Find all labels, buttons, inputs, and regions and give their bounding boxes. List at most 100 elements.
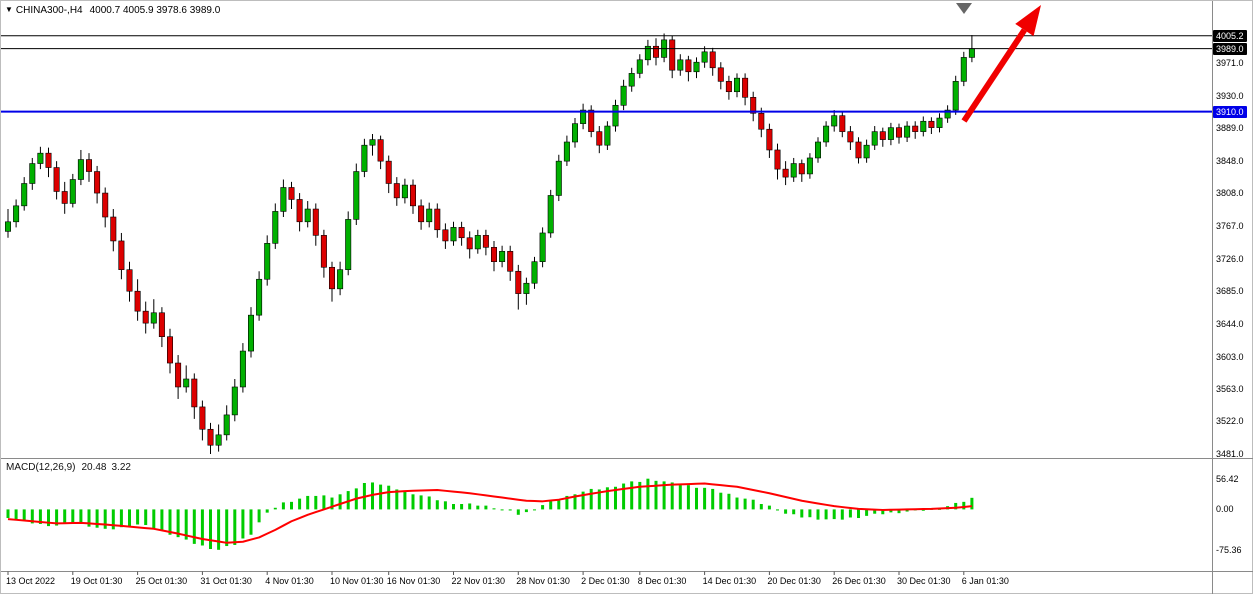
candle-body [685,59,692,73]
candle-body [628,73,635,87]
candle-body [580,109,587,124]
macd-histogram-bar [387,485,391,510]
macd-histogram-bar [233,509,237,545]
macd-histogram-bar [403,490,407,510]
candle-body [150,312,157,324]
macd-histogram-bar [379,484,383,510]
candle-body [782,168,789,178]
candle-body [636,59,643,74]
macd-histogram-bar [176,509,180,538]
macd-histogram-bar [200,509,204,546]
macd-histogram-bar [605,487,609,510]
candle-body [37,152,44,164]
candle-body [248,314,255,352]
candle-body [499,251,506,262]
candle-body [167,336,174,364]
candle-body [693,61,700,73]
trend-arrow-shaft[interactable] [961,28,1027,123]
macd-histogram-bar [79,509,83,524]
top-marker-triangle[interactable] [956,3,972,14]
macd-histogram-bar [192,509,196,544]
macd-histogram-bar [452,504,455,510]
macd-histogram-bar [573,494,577,510]
macd-histogram-bar [306,495,310,510]
macd-histogram-bar [703,487,707,510]
time-axis-label: 19 Oct 01:30 [70,576,123,586]
macd-histogram-bar [22,509,26,521]
macd-histogram-bar [55,509,59,526]
symbol-period-label: CHINA300-,H4 [15,5,83,16]
candle-body [847,131,854,143]
candle-body [142,310,149,324]
macd-histogram-bar [824,509,828,520]
candle-body [531,261,538,284]
candle-body [669,39,676,71]
macd-histogram-bar [395,489,399,510]
candle-body [272,211,279,244]
price-axis-label: 3522.0 [1216,416,1244,427]
macd-histogram-bar [460,504,464,510]
macd-histogram-bar [95,509,99,528]
symbol-dropdown-icon[interactable]: ▼ [5,5,13,14]
macd-histogram-bar [784,509,788,514]
candle-body [175,362,182,388]
price-badge: 4005.2 [1213,29,1247,42]
trend-arrow-head[interactable] [1015,5,1041,37]
macd-histogram-bar [889,509,893,513]
macd-histogram-bar [840,509,844,520]
macd-histogram-bar [686,485,690,510]
macd-histogram-bar [881,509,885,515]
macd-histogram-bar [492,508,496,510]
candle-body [231,386,238,416]
macd-histogram-bar [695,487,698,510]
price-axis-label: 3930.0 [1216,90,1244,101]
macd-histogram-bar [832,509,836,520]
macd-indicator-label: MACD(12,26,9) 20.48 3.22 [6,462,131,473]
candle-body [61,191,68,204]
candle-body [118,240,125,270]
candle-body [21,183,28,207]
candle-body [539,232,546,262]
macd-histogram-bar [516,509,520,515]
candle-body [766,128,773,151]
candle-body [904,125,911,138]
macd-histogram-bar [184,509,188,540]
time-axis-label: 25 Oct 01:30 [135,576,188,586]
macd-histogram-bar [508,509,512,511]
macd-histogram-bar [249,509,253,535]
candle-body [442,229,449,242]
price-axis-label: 3726.0 [1216,253,1244,264]
candle-body [806,157,813,175]
macd-histogram-bar [119,509,123,528]
macd-histogram-bar [257,509,261,523]
macd-histogram-bar [217,509,221,550]
candle-body [831,115,838,127]
candle-body [86,159,93,172]
macd-histogram-bar [727,493,731,510]
macd-histogram-bar [662,481,666,510]
macd-histogram-bar [265,509,269,513]
time-axis-label: 4 Nov 01:30 [265,576,314,586]
time-axis-label: 26 Dec 01:30 [832,576,886,586]
candle-body [960,57,967,82]
candle-body [126,269,133,292]
candle-body [223,414,230,436]
macd-histogram-bar [314,495,318,510]
macd-histogram-bar [962,501,966,510]
candle-body [523,282,530,294]
macd-histogram-bar [857,509,860,519]
candle-body [207,428,214,446]
macd-axis-label: -75.36 [1216,545,1242,555]
candle-body [871,131,878,146]
candle-body [434,208,441,231]
candle-body [328,266,335,290]
candle-body [701,51,708,63]
time-axis-label: 30 Dec 01:30 [897,576,951,586]
candle-body [652,45,659,58]
candle-body [855,141,862,159]
candle-body [385,160,392,184]
